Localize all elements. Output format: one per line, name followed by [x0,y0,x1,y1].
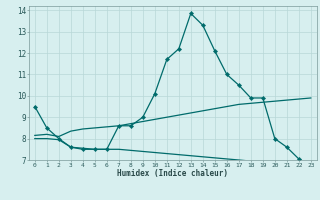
X-axis label: Humidex (Indice chaleur): Humidex (Indice chaleur) [117,169,228,178]
